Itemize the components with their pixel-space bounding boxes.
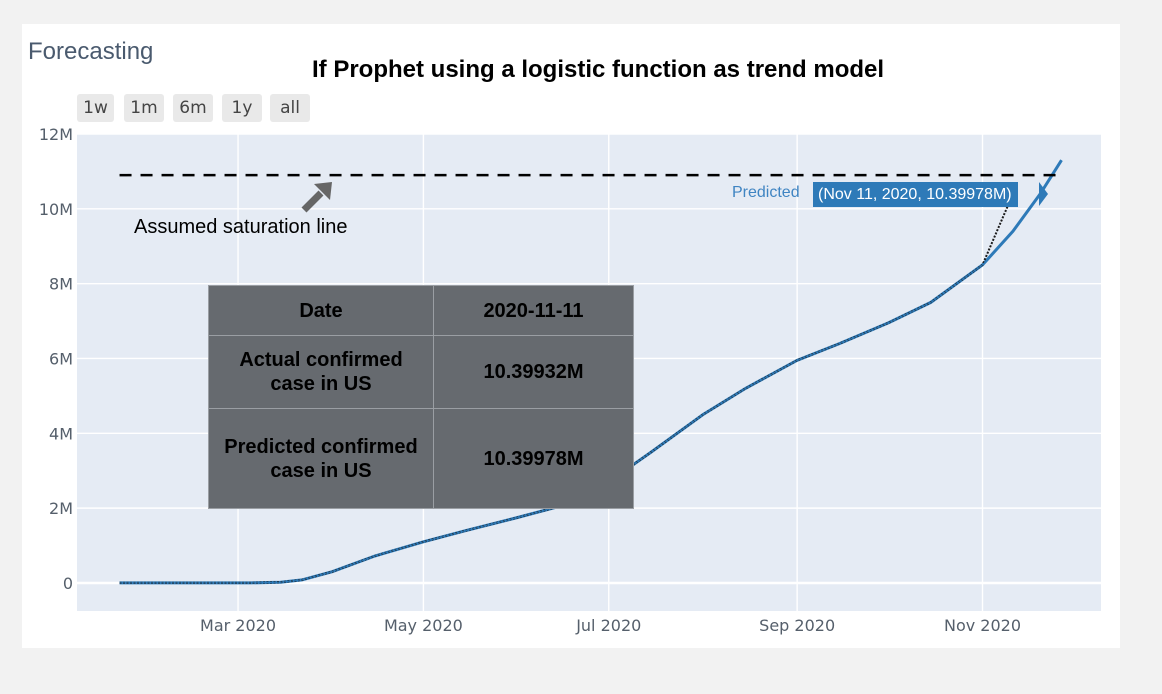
x-tick-label: Jul 2020 xyxy=(575,616,641,635)
y-tick-label: 2M xyxy=(49,499,73,518)
hover-series-name: Predicted xyxy=(732,184,800,201)
hover-pointer xyxy=(1039,182,1048,206)
y-tick-label: 8M xyxy=(49,275,73,294)
comparison-table: Date 2020-11-11 Actual confirmed case in… xyxy=(208,285,634,509)
x-tick-label: May 2020 xyxy=(384,616,463,635)
y-tick-label: 4M xyxy=(49,424,73,443)
table-cell-value: 2020-11-11 xyxy=(433,285,634,336)
y-tick-label: 12M xyxy=(39,125,73,144)
range-button-1w[interactable]: 1w xyxy=(77,94,114,122)
table-cell-label: Predicted confirmed case in US xyxy=(208,408,434,509)
table-cell-label: Date xyxy=(208,285,434,336)
y-tick-label: 0 xyxy=(63,574,73,593)
table-cell-label: Actual confirmed case in US xyxy=(208,335,434,409)
callout-arrow-head xyxy=(314,182,332,200)
range-button-1m[interactable]: 1m xyxy=(124,94,164,122)
panel-title: Forecasting xyxy=(28,38,154,65)
hover-label: (Nov 11, 2020, 10.39978M) xyxy=(813,182,1018,207)
axes: 0 2M 4M 6M 8M 10M 12M Mar 2020 May 2020 Jul 2020 S… xyxy=(39,125,1021,635)
table-row: Actual confirmed case in US 10.39932M xyxy=(208,335,634,409)
saturation-callout: Assumed saturation line xyxy=(134,216,348,238)
table-row: Predicted confirmed case in US 10.39978M xyxy=(208,408,634,509)
x-tick-label: Mar 2020 xyxy=(200,616,276,635)
x-tick-label: Sep 2020 xyxy=(759,616,835,635)
table-cell-value: 10.39932M xyxy=(433,335,634,409)
callout-arrow-shaft xyxy=(301,190,324,213)
x-tick-label: Nov 2020 xyxy=(944,616,1021,635)
chart-title: If Prophet using a logistic function as … xyxy=(312,56,885,83)
range-button-1y[interactable]: 1y xyxy=(222,94,262,122)
table-row: Date 2020-11-11 xyxy=(208,285,634,336)
annotations xyxy=(119,173,1065,213)
y-tick-label: 6M xyxy=(49,349,73,368)
table-cell-value: 10.39978M xyxy=(433,408,634,509)
y-tick-label: 10M xyxy=(39,200,73,219)
range-button-all[interactable]: all xyxy=(270,94,310,122)
range-button-6m[interactable]: 6m xyxy=(173,94,213,122)
